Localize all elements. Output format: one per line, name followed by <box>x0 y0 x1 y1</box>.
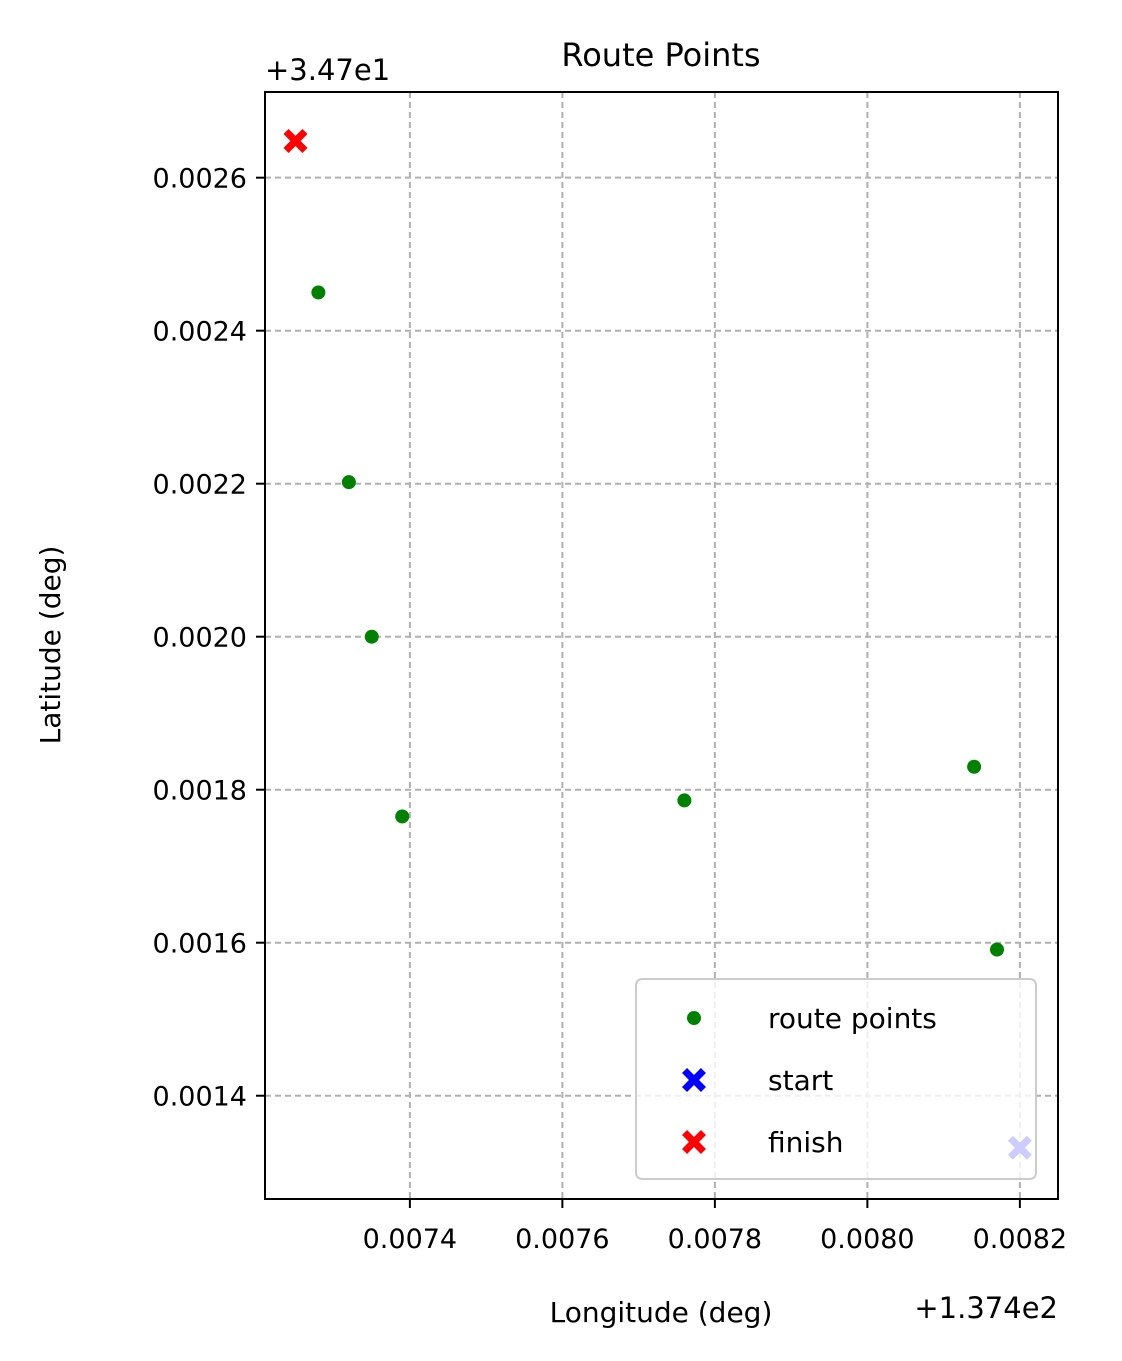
y-tick-label: 0.0014 <box>153 1082 247 1113</box>
legend-label-finish: finish <box>768 1126 844 1159</box>
legend-label-route-points: route points <box>768 1002 937 1035</box>
legend-entry-start: start <box>682 1064 833 1097</box>
route-points-point <box>395 809 410 824</box>
legend-box <box>635 978 1037 1180</box>
route-points-point <box>677 793 692 808</box>
x-axis-label: Longitude (deg) <box>550 1296 773 1329</box>
route-points-point <box>364 629 379 644</box>
y-tick-label: 0.0020 <box>153 623 247 654</box>
route-points-point <box>990 942 1004 957</box>
y-tick-label: 0.0024 <box>153 317 247 348</box>
x-tick-label: 0.0074 <box>363 1224 457 1255</box>
route-points-point <box>967 759 982 774</box>
y-offset-label: +3.47e1 <box>265 53 390 87</box>
legend-entry-finish: finish <box>682 1126 844 1159</box>
route-points-point <box>341 475 356 490</box>
legend: route points start finish <box>635 978 1037 1180</box>
legend-swatch-route-points <box>687 1011 701 1025</box>
x-tick-label: 0.0078 <box>668 1224 762 1255</box>
legend-entry-route-points: route points <box>687 1002 937 1035</box>
legend-swatch-finish <box>682 1130 706 1154</box>
chart-title: Route Points <box>561 36 760 74</box>
finish-marker <box>283 128 308 153</box>
y-tick-label: 0.0026 <box>153 164 247 195</box>
x-offset-label: +1.374e2 <box>914 1291 1058 1325</box>
x-tick-label: 0.0076 <box>515 1224 609 1255</box>
legend-label-start: start <box>768 1064 833 1097</box>
plot-area-frame <box>264 91 1059 1200</box>
y-tick-label: 0.0018 <box>153 776 247 807</box>
x-tick-label: 0.0080 <box>820 1224 914 1255</box>
y-tick-label: 0.0022 <box>153 470 247 501</box>
x-tick-label: 0.0082 <box>973 1224 1067 1255</box>
legend-swatch-start <box>682 1068 706 1092</box>
y-tick-label: 0.0016 <box>153 929 247 960</box>
route-points-point <box>311 285 326 300</box>
axis-ticks: 0.0074 0.0076 0.0078 0.0080 0.0082 0.0014 0.00… <box>153 164 1068 1255</box>
y-axis-label: Latitude (deg) <box>34 546 67 745</box>
